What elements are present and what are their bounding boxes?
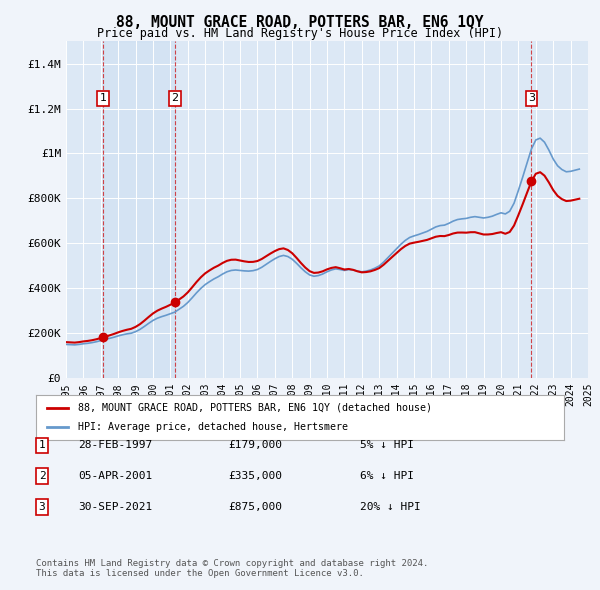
Text: £179,000: £179,000: [228, 441, 282, 450]
Text: Price paid vs. HM Land Registry's House Price Index (HPI): Price paid vs. HM Land Registry's House …: [97, 27, 503, 40]
Text: 2: 2: [38, 471, 46, 481]
Text: 3: 3: [528, 93, 535, 103]
Text: Contains HM Land Registry data © Crown copyright and database right 2024.
This d: Contains HM Land Registry data © Crown c…: [36, 559, 428, 578]
Text: £335,000: £335,000: [228, 471, 282, 481]
Text: 05-APR-2001: 05-APR-2001: [78, 471, 152, 481]
Text: 1: 1: [38, 441, 46, 450]
Text: 3: 3: [38, 502, 46, 512]
Text: 2: 2: [172, 93, 178, 103]
Text: 1: 1: [100, 93, 106, 103]
Text: 88, MOUNT GRACE ROAD, POTTERS BAR, EN6 1QY: 88, MOUNT GRACE ROAD, POTTERS BAR, EN6 1…: [116, 15, 484, 30]
Text: 20% ↓ HPI: 20% ↓ HPI: [360, 502, 421, 512]
Text: 5% ↓ HPI: 5% ↓ HPI: [360, 441, 414, 450]
Text: £875,000: £875,000: [228, 502, 282, 512]
Text: 28-FEB-1997: 28-FEB-1997: [78, 441, 152, 450]
Text: 88, MOUNT GRACE ROAD, POTTERS BAR, EN6 1QY (detached house): 88, MOUNT GRACE ROAD, POTTERS BAR, EN6 1…: [78, 403, 432, 412]
Bar: [103, 41, 175, 378]
Text: 6% ↓ HPI: 6% ↓ HPI: [360, 471, 414, 481]
Text: HPI: Average price, detached house, Hertsmere: HPI: Average price, detached house, Hert…: [78, 422, 348, 432]
Text: 30-SEP-2021: 30-SEP-2021: [78, 502, 152, 512]
